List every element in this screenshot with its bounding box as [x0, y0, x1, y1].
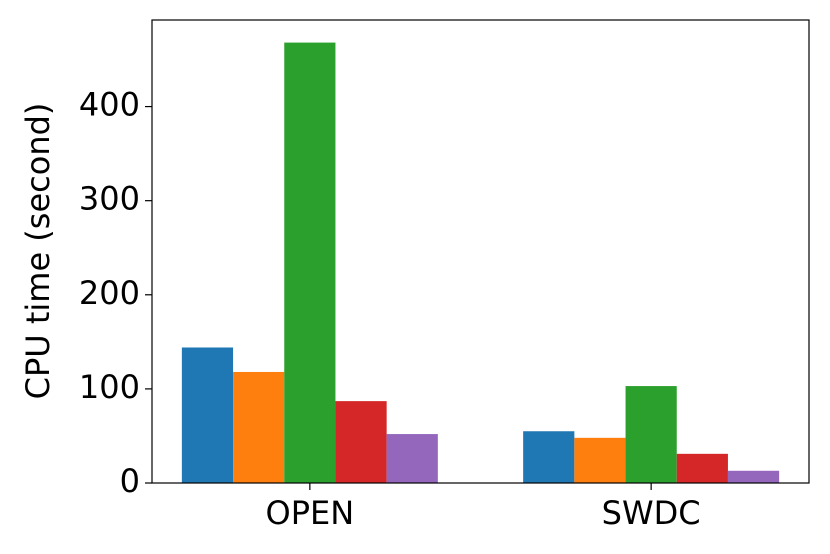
y-tick-label: 100: [79, 368, 140, 406]
bar: [233, 371, 285, 483]
bar: [574, 437, 626, 483]
bar: [284, 42, 336, 484]
plot-frame: [151, 19, 810, 484]
y-tick-label: 200: [79, 274, 140, 312]
y-tick-label: 0: [120, 462, 140, 500]
x-tick-label: OPEN: [266, 494, 355, 532]
bar: [181, 347, 234, 483]
y-axis-label: CPU time (second): [19, 103, 57, 400]
x-tick-label: SWDC: [602, 494, 701, 532]
bar: [625, 386, 677, 483]
bar: [727, 470, 780, 483]
bar: [676, 453, 728, 483]
y-tick-label: 300: [79, 180, 140, 218]
y-tick-label: 400: [79, 86, 140, 124]
bar: [386, 434, 438, 483]
bar: [523, 431, 575, 483]
bar: [335, 401, 387, 483]
